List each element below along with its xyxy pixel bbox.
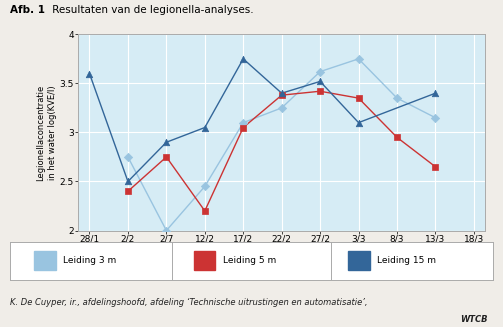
Point (239, 125, 247, 130)
Text: K. De Cuyper, ir., afdelingshoofd, afdeling ‘Technische uitrustingen en automati: K. De Cuyper, ir., afdelingshoofd, afdel… (10, 298, 368, 307)
Point (432, 115, 440, 120)
Point (316, 69, 324, 74)
Point (86, 71, 94, 76)
Bar (348, 251, 370, 270)
Text: Resultaten van de legionella-analyses.: Resultaten van de legionella-analyses. (49, 5, 254, 15)
Point (432, 164, 440, 169)
Point (278, 93, 286, 98)
Text: Leiding 5 m: Leiding 5 m (222, 256, 276, 265)
Text: Leiding 15 m: Leiding 15 m (377, 256, 436, 265)
Point (239, 120, 247, 125)
Point (124, 154, 132, 160)
Point (393, 135, 401, 140)
Point (355, 95, 363, 101)
Point (316, 89, 324, 94)
Point (162, 154, 171, 160)
Point (201, 208, 209, 214)
Text: Afb. 1: Afb. 1 (10, 5, 45, 15)
Point (393, 95, 401, 101)
Point (316, 79, 324, 84)
Text: WTCB: WTCB (460, 315, 488, 324)
Bar (34, 251, 56, 270)
Point (355, 56, 363, 61)
Point (162, 140, 171, 145)
Y-axis label: Legionellaconcentratie
in het water log(KVE/l): Legionellaconcentratie in het water log(… (36, 84, 57, 181)
Point (124, 189, 132, 194)
Point (201, 184, 209, 189)
Point (278, 105, 286, 111)
Text: Leiding 3 m: Leiding 3 m (63, 256, 116, 265)
Point (355, 120, 363, 125)
Point (432, 91, 440, 96)
Point (201, 125, 209, 130)
Point (124, 179, 132, 184)
Point (278, 91, 286, 96)
X-axis label: Datum: Datum (265, 247, 298, 256)
Point (239, 56, 247, 61)
Point (162, 228, 171, 233)
Bar (194, 251, 215, 270)
